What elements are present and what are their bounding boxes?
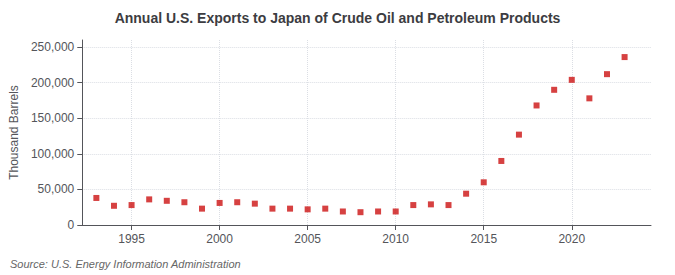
svg-text:2005: 2005	[294, 232, 321, 246]
svg-text:250,000: 250,000	[31, 40, 75, 54]
svg-text:100,000: 100,000	[31, 147, 75, 161]
svg-text:Source: U.S. Energy Informatio: Source: U.S. Energy Information Administ…	[10, 258, 241, 270]
svg-text:1995: 1995	[118, 232, 145, 246]
svg-text:2010: 2010	[382, 232, 409, 246]
svg-text:50,000: 50,000	[38, 182, 75, 196]
svg-text:200,000: 200,000	[31, 76, 75, 90]
svg-text:150,000: 150,000	[31, 111, 75, 125]
svg-text:0: 0	[68, 218, 75, 232]
svg-text:2020: 2020	[558, 232, 585, 246]
svg-text:Thousand Barrels: Thousand Barrels	[7, 85, 21, 180]
svg-text:Annual U.S. Exports to Japan o: Annual U.S. Exports to Japan of Crude Oi…	[115, 10, 561, 26]
svg-text:2000: 2000	[206, 232, 233, 246]
svg-text:2015: 2015	[470, 232, 497, 246]
